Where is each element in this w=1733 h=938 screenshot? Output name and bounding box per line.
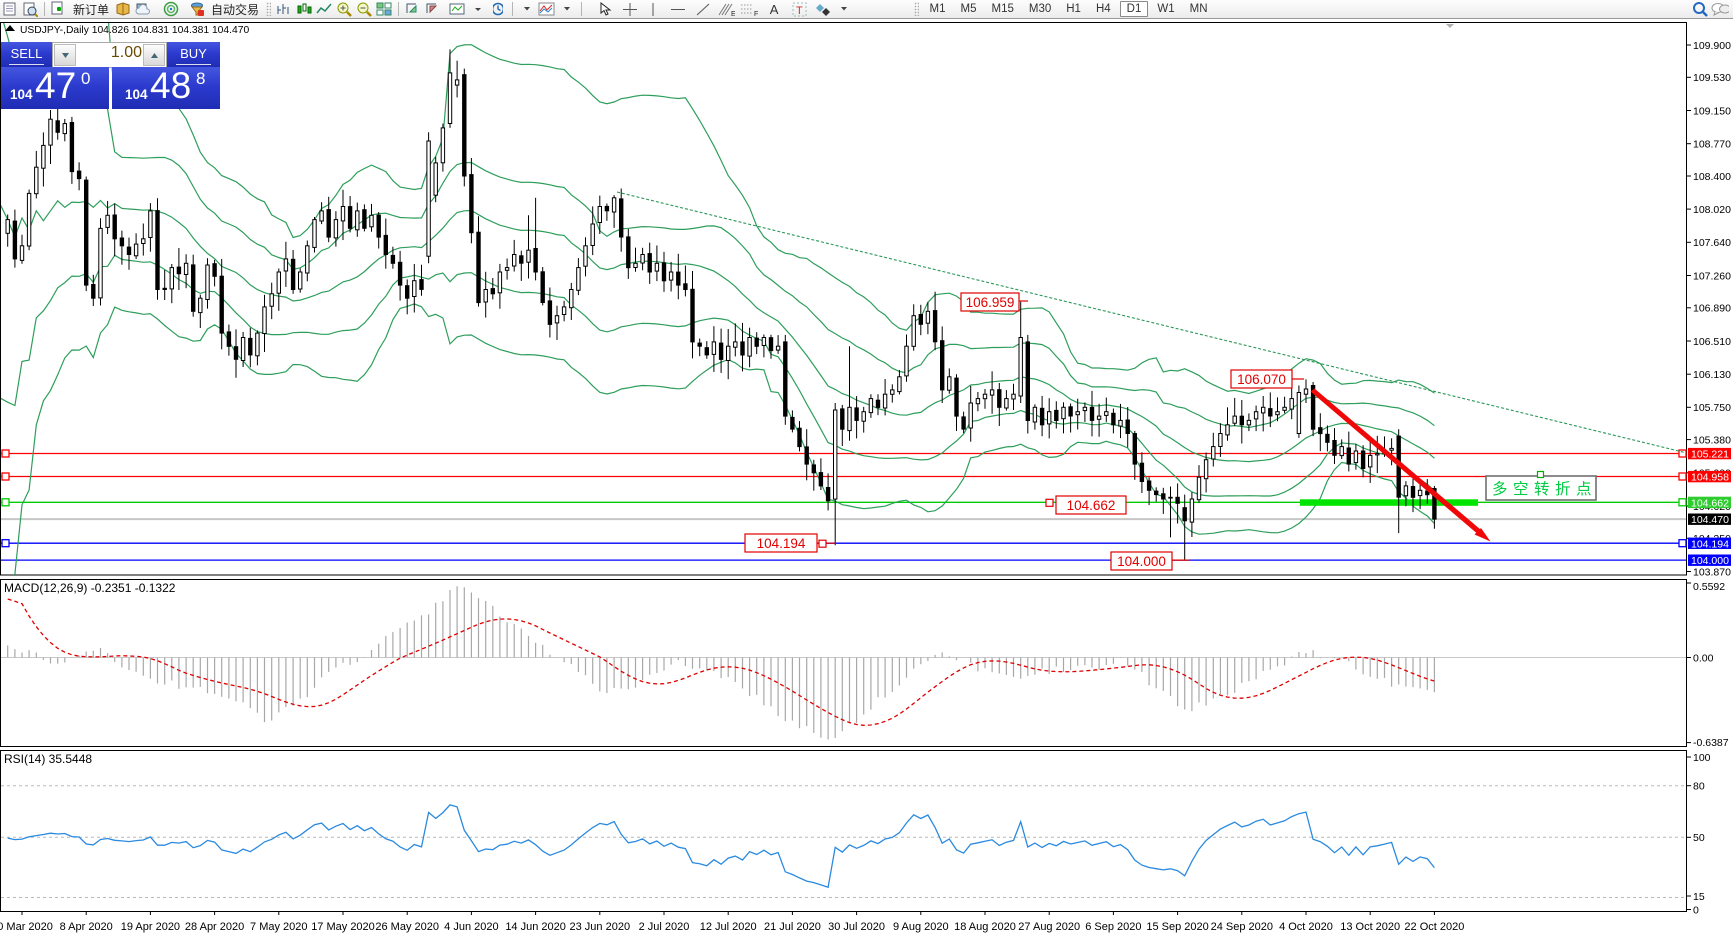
svg-text:23 Jun 2020: 23 Jun 2020 bbox=[570, 921, 631, 933]
svg-text:MACD(12,26,9) -0.2351 -0.1322: MACD(12,26,9) -0.2351 -0.1322 bbox=[4, 581, 176, 595]
svg-text:15: 15 bbox=[1693, 891, 1705, 903]
svg-text:19 Apr 2020: 19 Apr 2020 bbox=[121, 921, 180, 933]
svg-text:17 May 2020: 17 May 2020 bbox=[311, 921, 375, 933]
svg-text:14 Jun 2020: 14 Jun 2020 bbox=[505, 921, 566, 933]
svg-text:E: E bbox=[731, 11, 735, 17]
svg-text:104.958: 104.958 bbox=[1691, 472, 1729, 484]
svg-text:108.770: 108.770 bbox=[1693, 139, 1731, 151]
svg-text:T: T bbox=[796, 5, 803, 17]
svg-text:22 Oct 2020: 22 Oct 2020 bbox=[1404, 921, 1464, 933]
svg-text:4 Oct 2020: 4 Oct 2020 bbox=[1279, 921, 1333, 933]
svg-text:21 Jul 2020: 21 Jul 2020 bbox=[764, 921, 821, 933]
svg-text:105.380: 105.380 bbox=[1693, 434, 1731, 446]
svg-text:F: F bbox=[754, 11, 758, 17]
svg-text:104.470: 104.470 bbox=[1691, 514, 1729, 526]
svg-text:106.070: 106.070 bbox=[1237, 372, 1286, 387]
svg-text:104.194: 104.194 bbox=[1691, 538, 1729, 550]
svg-text:28 Apr 2020: 28 Apr 2020 bbox=[185, 921, 244, 933]
svg-text:104.662: 104.662 bbox=[1067, 498, 1116, 513]
svg-text:103.870: 103.870 bbox=[1693, 566, 1731, 578]
svg-text:18 Aug 2020: 18 Aug 2020 bbox=[954, 921, 1016, 933]
svg-text:104.662: 104.662 bbox=[1691, 497, 1729, 509]
svg-text:106.130: 106.130 bbox=[1693, 369, 1731, 381]
svg-text:105.750: 105.750 bbox=[1693, 402, 1731, 414]
svg-text:50: 50 bbox=[1693, 832, 1705, 844]
svg-text:24 Sep 2020: 24 Sep 2020 bbox=[1211, 921, 1273, 933]
svg-text:104.000: 104.000 bbox=[1691, 555, 1729, 567]
svg-text:13 Oct 2020: 13 Oct 2020 bbox=[1340, 921, 1400, 933]
svg-text:107.260: 107.260 bbox=[1693, 270, 1731, 282]
svg-text:107.640: 107.640 bbox=[1693, 237, 1731, 249]
svg-text:12 Jul 2020: 12 Jul 2020 bbox=[700, 921, 757, 933]
svg-text:109.150: 109.150 bbox=[1693, 105, 1731, 117]
svg-text:0.5592: 0.5592 bbox=[1693, 581, 1725, 593]
svg-text:104.000: 104.000 bbox=[1117, 554, 1166, 569]
svg-text:30 Mar 2020: 30 Mar 2020 bbox=[0, 921, 53, 933]
svg-text:26 May 2020: 26 May 2020 bbox=[375, 921, 439, 933]
svg-text:USDJPY-,Daily 104.826 104.831: USDJPY-,Daily 104.826 104.831 104.381 10… bbox=[20, 25, 249, 36]
svg-text:108.020: 108.020 bbox=[1693, 204, 1731, 216]
svg-text:-0.6387: -0.6387 bbox=[1693, 737, 1729, 749]
svg-text:100: 100 bbox=[1693, 752, 1711, 764]
svg-text:2 Jul 2020: 2 Jul 2020 bbox=[639, 921, 690, 933]
svg-text:8 Apr 2020: 8 Apr 2020 bbox=[60, 921, 113, 933]
svg-text:80: 80 bbox=[1693, 781, 1705, 793]
svg-text:109.900: 109.900 bbox=[1693, 40, 1731, 52]
svg-text:109.530: 109.530 bbox=[1693, 72, 1731, 84]
svg-text:0: 0 bbox=[1693, 904, 1699, 916]
svg-text:106.510: 106.510 bbox=[1693, 336, 1731, 348]
svg-text:106.890: 106.890 bbox=[1693, 303, 1731, 315]
svg-text:多空转折点: 多空转折点 bbox=[1492, 480, 1597, 498]
svg-text:6 Sep 2020: 6 Sep 2020 bbox=[1085, 921, 1141, 933]
svg-text:106.959: 106.959 bbox=[966, 295, 1015, 310]
svg-text:0.00: 0.00 bbox=[1693, 652, 1714, 664]
svg-text:15 Sep 2020: 15 Sep 2020 bbox=[1146, 921, 1208, 933]
svg-text:7 May 2020: 7 May 2020 bbox=[250, 921, 307, 933]
svg-text:27 Aug 2020: 27 Aug 2020 bbox=[1018, 921, 1080, 933]
svg-text:9 Aug 2020: 9 Aug 2020 bbox=[893, 921, 949, 933]
svg-text:4 Jun 2020: 4 Jun 2020 bbox=[444, 921, 498, 933]
svg-text:RSI(14) 35.5448: RSI(14) 35.5448 bbox=[4, 752, 92, 766]
svg-text:104.194: 104.194 bbox=[757, 536, 806, 551]
svg-text:108.400: 108.400 bbox=[1693, 171, 1731, 183]
svg-text:105.221: 105.221 bbox=[1691, 449, 1729, 461]
svg-text:30 Jul 2020: 30 Jul 2020 bbox=[828, 921, 885, 933]
